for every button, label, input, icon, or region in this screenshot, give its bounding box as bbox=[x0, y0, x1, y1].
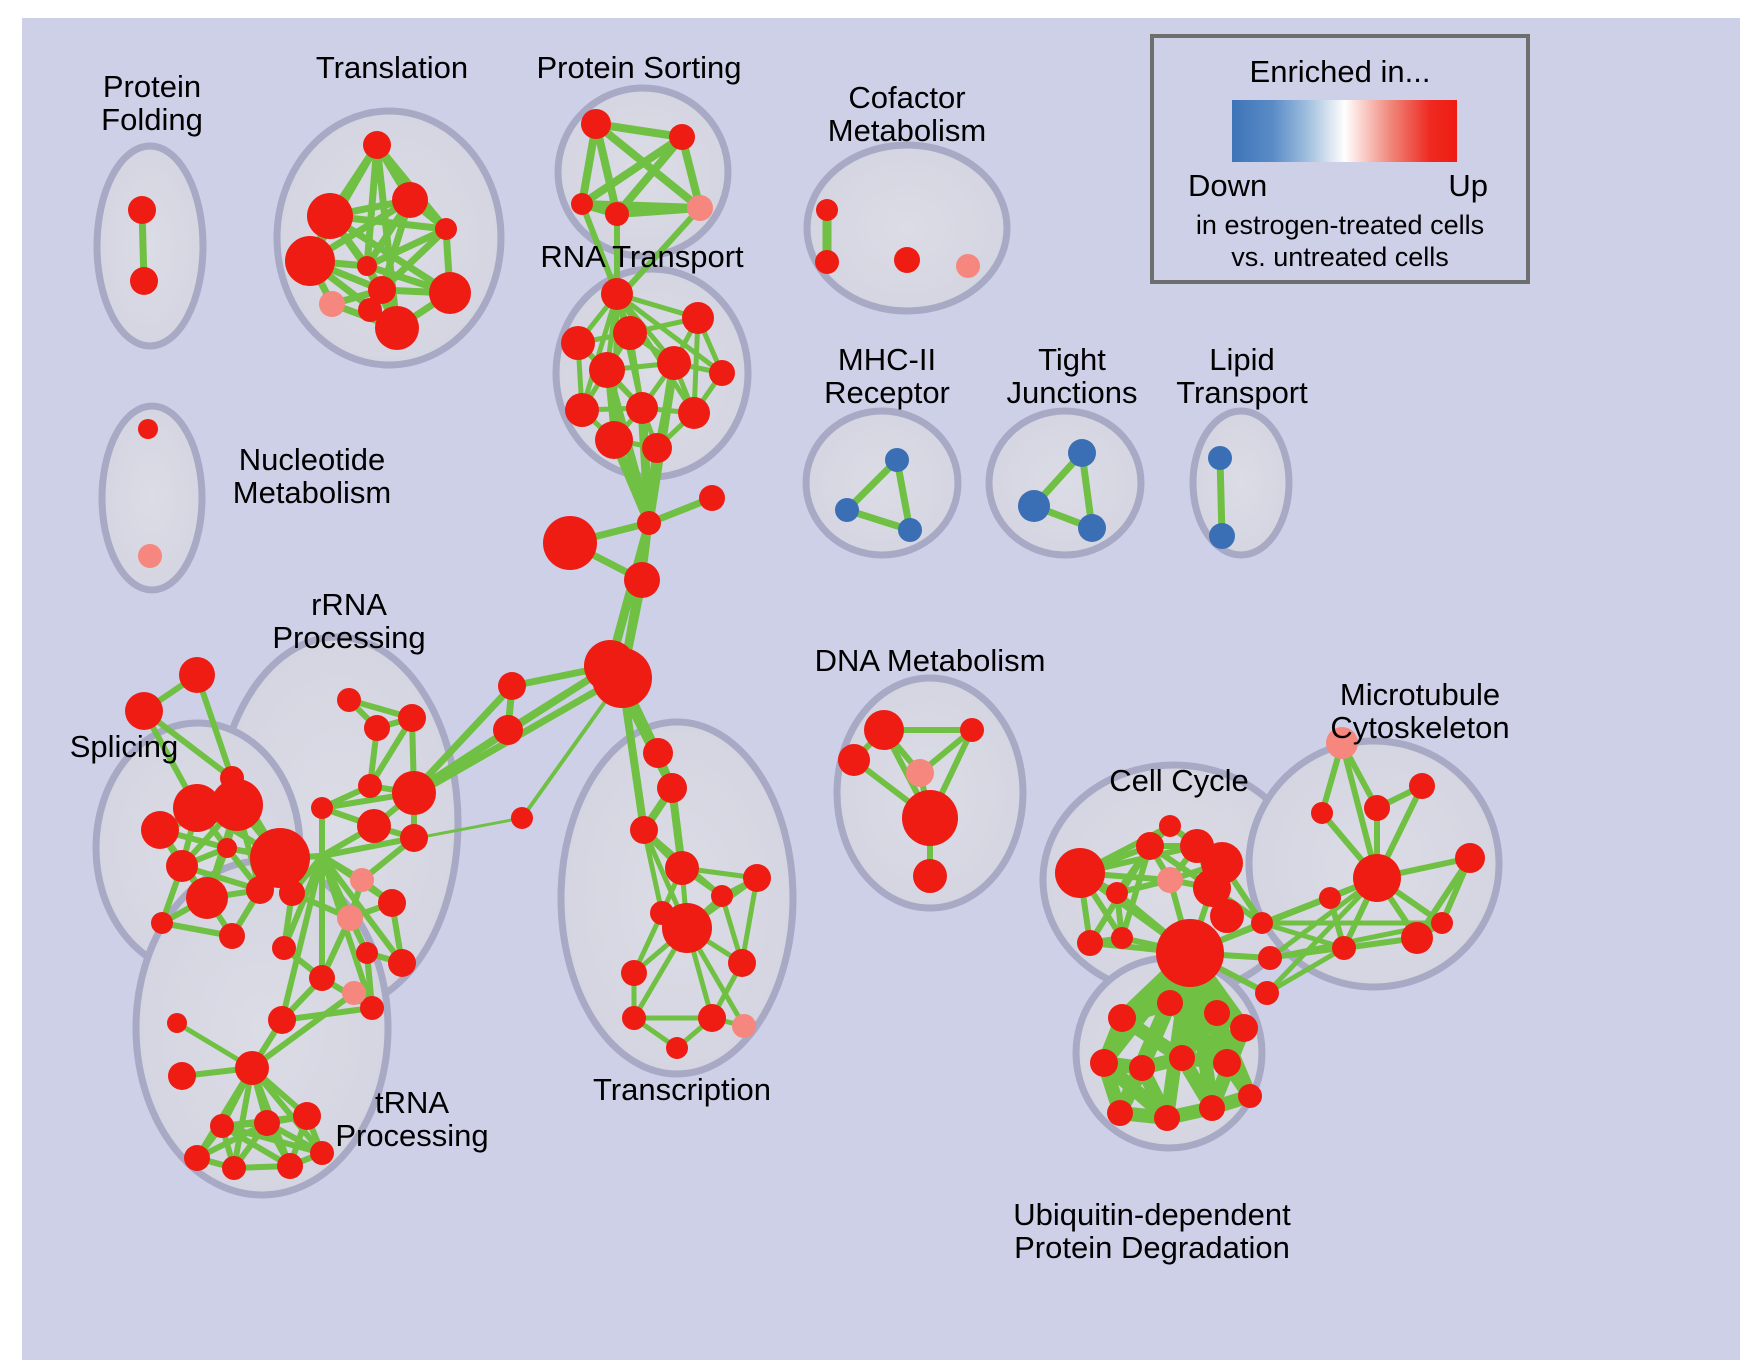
hull-tight-junctions bbox=[985, 407, 1145, 559]
cluster-label-mhc-ii-receptor: MHC-II Receptor bbox=[824, 342, 950, 411]
cluster-label-rna-transport: RNA Transport bbox=[540, 239, 744, 274]
cluster-label-lipid-transport: Lipid Transport bbox=[1176, 342, 1308, 411]
network-plot-area: Protein Folding Translation Protein Sort… bbox=[22, 18, 1740, 1360]
cluster-label-splicing: Splicing bbox=[69, 729, 179, 764]
network-nodes bbox=[125, 109, 1485, 1180]
legend-panel: Enriched in... Down Up in estrogen-treat… bbox=[1150, 34, 1530, 284]
hull-cofactor-metabolism bbox=[803, 141, 1011, 315]
cluster-label-trna-processing: tRNA Processing bbox=[335, 1085, 489, 1154]
legend-subtitle-line1: in estrogen-treated cells bbox=[1195, 210, 1485, 240]
hull-protein-folding bbox=[93, 142, 207, 350]
hull-nucleotide-metabolism bbox=[98, 402, 206, 594]
cluster-label-transcription: Transcription bbox=[592, 1072, 772, 1107]
legend-subtitle-line2: vs. untreated cells bbox=[1231, 241, 1449, 272]
cluster-label-nucleotide-metabolism: Nucleotide Metabolism bbox=[232, 442, 392, 511]
hull-lipid-transport bbox=[1189, 407, 1293, 559]
hull-mhc-ii-receptor bbox=[802, 407, 962, 559]
cluster-label-translation: Translation bbox=[315, 50, 469, 85]
legend-subtitle: in estrogen-treated cells vs. untreated c… bbox=[1154, 210, 1526, 274]
cluster-label-microtubule-cytoskeleton: Microtubule Cytoskeleton bbox=[1330, 677, 1510, 746]
cluster-label-dna-metabolism: DNA Metabolism bbox=[814, 643, 1046, 678]
cluster-label-protein-sorting: Protein Sorting bbox=[536, 50, 742, 85]
hull-transcription bbox=[557, 718, 797, 1078]
cluster-label-ubiquitin-protein-degradation: Ubiquitin-dependent Protein Degradation bbox=[1013, 1197, 1291, 1266]
cluster-label-tight-junctions: Tight Junctions bbox=[1006, 342, 1138, 411]
legend-down-label: Down bbox=[1188, 168, 1268, 203]
legend-up-label: Up bbox=[1448, 168, 1488, 203]
cluster-label-cell-cycle: Cell Cycle bbox=[1109, 763, 1249, 798]
hull-protein-sorting bbox=[554, 84, 732, 260]
cluster-label-protein-folding: Protein Folding bbox=[101, 69, 203, 138]
legend-title: Enriched in... bbox=[1249, 54, 1431, 89]
cluster-label-rrna-processing: rRNA Processing bbox=[272, 587, 426, 656]
cluster-label-cofactor-metabolism: Cofactor Metabolism bbox=[827, 80, 987, 149]
legend-color-gradient-bar bbox=[1232, 100, 1457, 162]
network-graph bbox=[92, 84, 1503, 1199]
